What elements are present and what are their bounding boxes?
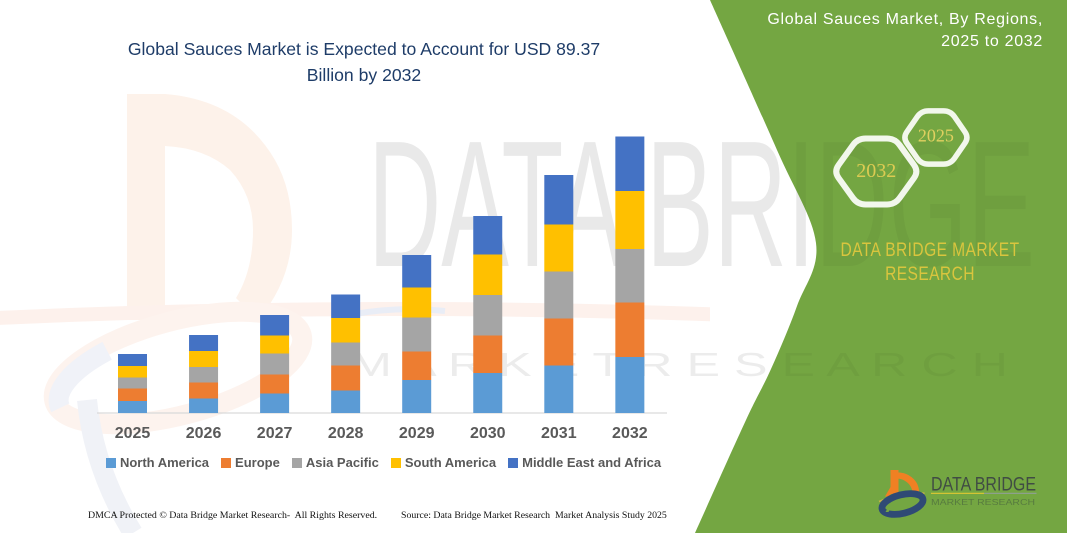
svg-text:DATA BRIDGE: DATA BRIDGE bbox=[931, 475, 1036, 496]
svg-text:2032: 2032 bbox=[856, 160, 896, 182]
svg-text:MARKET RESEARCH: MARKET RESEARCH bbox=[931, 498, 1035, 507]
svg-text:2025: 2025 bbox=[918, 126, 954, 146]
